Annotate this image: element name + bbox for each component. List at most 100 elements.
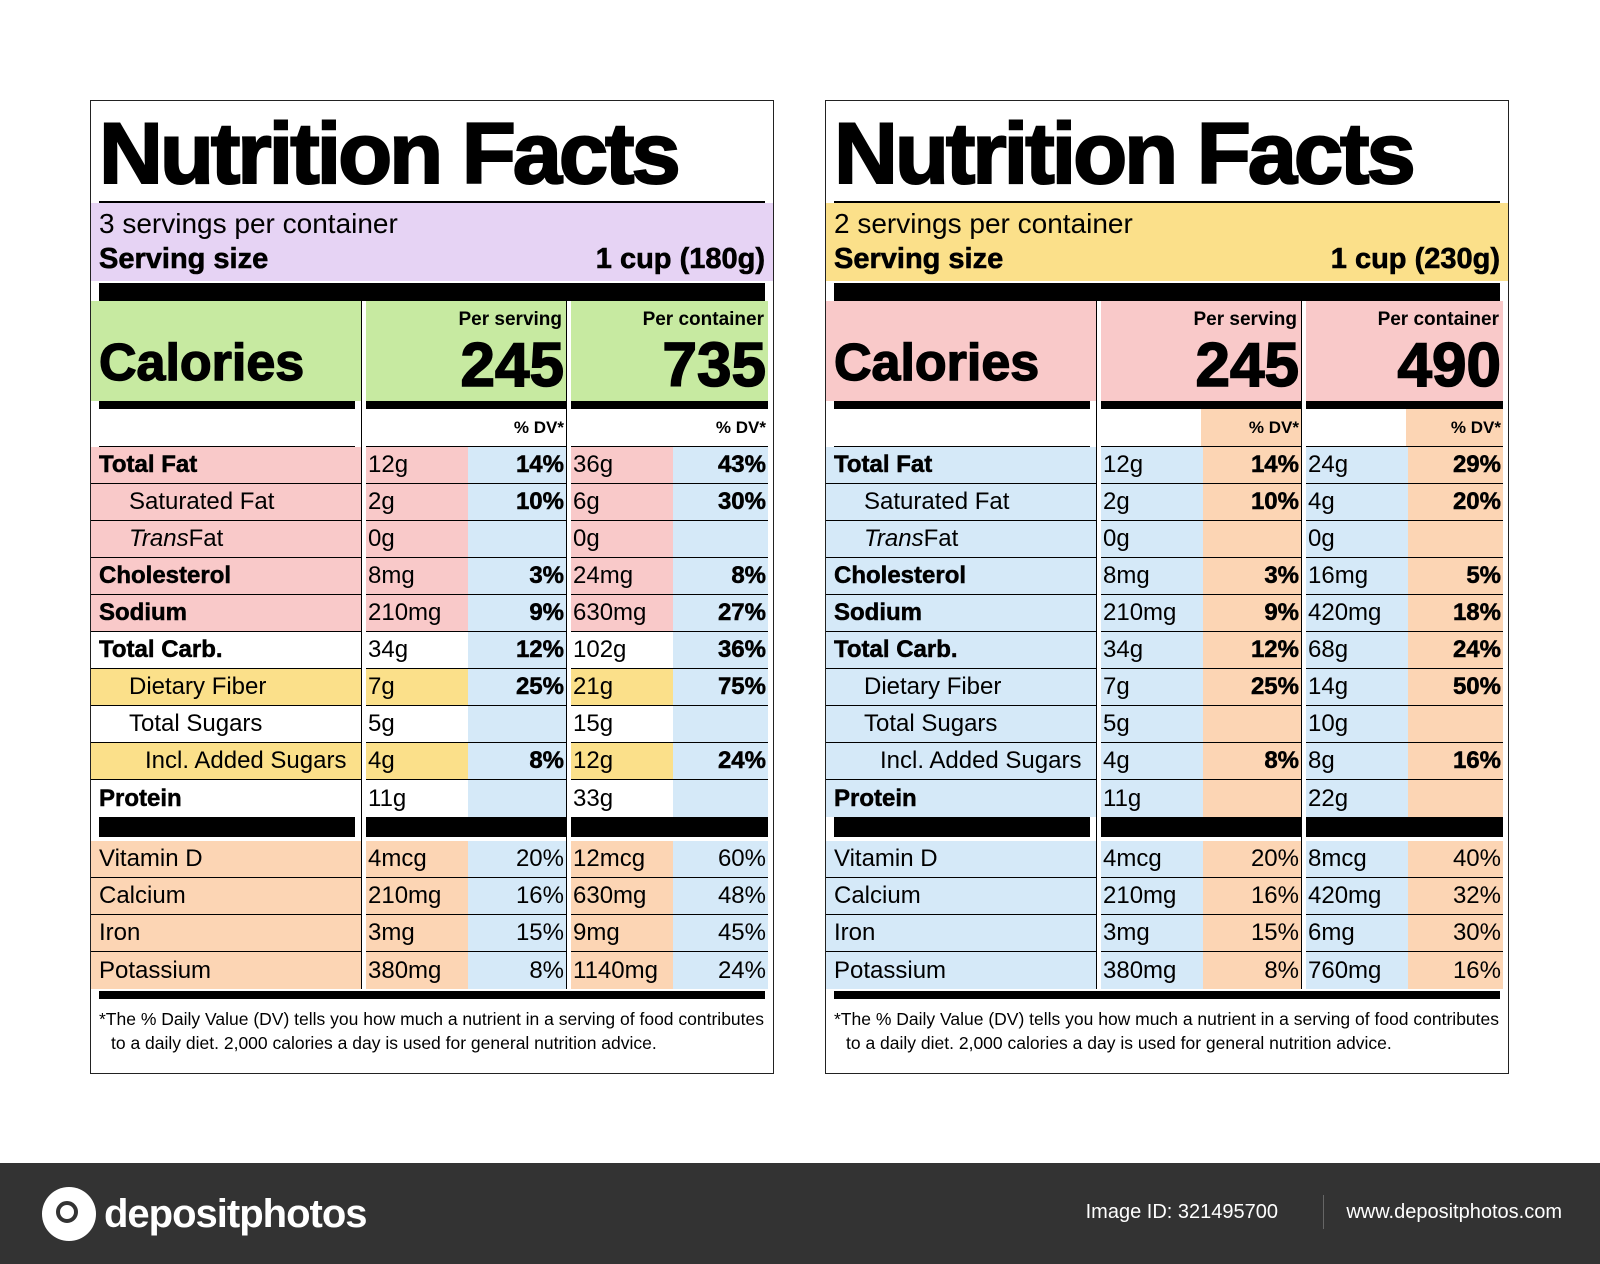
brand-logo[interactable]: depositphotos <box>42 1187 368 1241</box>
nutrient-value-cell: 0g <box>1306 521 1503 558</box>
divider <box>834 201 1500 203</box>
nutrient-row: Trans Fat <box>91 521 361 558</box>
amount: 420mg <box>1306 595 1408 631</box>
nutrient-value-cell: 12g 14% <box>366 447 566 484</box>
amount: 5g <box>366 706 468 742</box>
vitamin-row: Calcium <box>91 878 361 915</box>
website-link[interactable]: www.depositphotos.com <box>1346 1201 1562 1223</box>
daily-value: 8% <box>673 558 768 594</box>
daily-value <box>468 780 566 817</box>
daily-value: 29% <box>1408 447 1503 483</box>
calories-per-serving: 245 <box>1195 331 1300 400</box>
nutrient-name: Total Fat <box>99 451 198 479</box>
amount: 420mg <box>1306 878 1408 914</box>
daily-value: 12% <box>1203 632 1301 668</box>
amount: 4mcg <box>366 841 468 877</box>
nutrient-name: Incl. Added Sugars <box>880 747 1082 774</box>
nutrient-row: Dietary Fiber <box>826 669 1096 706</box>
dv-header: % DV* <box>513 417 564 437</box>
amount: 68g <box>1306 632 1408 668</box>
calories-per-container: 735 <box>662 331 767 400</box>
vitamin-name: Potassium <box>834 956 947 984</box>
amount: 760mg <box>1306 952 1408 989</box>
nutrient-name-italic: Trans <box>864 525 924 552</box>
vitamin-row: Calcium <box>826 878 1096 915</box>
serving-info: 2 servings per container Serving size 1 c… <box>826 203 1508 281</box>
nutrient-row: Protein <box>826 780 1096 817</box>
daily-value: 9% <box>468 595 566 631</box>
daily-value: 16% <box>1408 952 1503 989</box>
nutrient-name: Incl. Added Sugars <box>145 747 347 774</box>
vitamin-row: Potassium <box>826 952 1096 989</box>
amount: 7g <box>366 669 468 705</box>
daily-value <box>1203 521 1301 557</box>
amount: 4g <box>1306 484 1408 520</box>
daily-value: 20% <box>1408 484 1503 520</box>
daily-value: 40% <box>1408 841 1503 877</box>
vitamin-value-cell: 12mcg 60% <box>571 841 768 878</box>
servings-per-container: 3 servings per container <box>99 208 398 239</box>
vitamin-value-cell: 760mg 16% <box>1306 952 1503 989</box>
vitamin-value-cell: 1140mg 24% <box>571 952 768 989</box>
nutrient-table: Calories Total Fat Saturated Fat Trans Fat… <box>826 301 1503 989</box>
vitamin-value-cell: 630mg 48% <box>571 878 768 915</box>
nutrient-value-cell: 7g 25% <box>366 669 566 706</box>
serving-header: Per serving <box>1193 309 1298 330</box>
nutrient-value-cell: 16mg 5% <box>1306 558 1503 595</box>
calories-per-container: 490 <box>1397 331 1502 400</box>
serving-size-value: 1 cup (180g) <box>595 243 765 276</box>
nutrient-value-cell: 4g 8% <box>366 743 566 780</box>
nutrient-name: Total Carb. <box>99 636 223 664</box>
amount: 630mg <box>571 878 673 914</box>
container-header: Per container <box>1377 309 1499 330</box>
nutrient-row: Cholesterol <box>91 558 361 595</box>
nutrient-value-cell: 8g 16% <box>1306 743 1503 780</box>
amount: 630mg <box>571 595 673 631</box>
nutrient-row: Total Sugars <box>826 706 1096 743</box>
amount: 1140mg <box>571 952 673 989</box>
daily-value: 32% <box>1408 878 1503 914</box>
nutrient-row: Trans Fat <box>826 521 1096 558</box>
daily-value: 45% <box>673 915 768 951</box>
daily-value: 60% <box>673 841 768 877</box>
dv-header: % DV* <box>715 417 766 437</box>
daily-value: 16% <box>1408 743 1503 779</box>
nutrient-value-cell: 2g 10% <box>366 484 566 521</box>
amount: 6mg <box>1306 915 1408 951</box>
nutrient-row: Protein <box>91 780 361 817</box>
nutrient-row: Total Carb. <box>826 632 1096 669</box>
label-title: Nutrition Facts <box>833 106 1417 202</box>
vitamin-row: Iron <box>91 915 361 952</box>
nutrient-row: Saturated Fat <box>91 484 361 521</box>
thick-divider <box>834 991 1500 999</box>
nutrient-value-cell: 5g <box>366 706 566 743</box>
amount: 0g <box>571 521 673 557</box>
amount: 14g <box>1306 669 1408 705</box>
vitamin-name: Vitamin D <box>834 845 938 872</box>
footnote: *The % Daily Value (DV) tells you how mu… <box>834 1009 1499 1053</box>
nutrient-value-cell: 24mg 8% <box>571 558 768 595</box>
nutrient-value-cell: 34g 12% <box>1101 632 1301 669</box>
nutrient-value-cell: 6g 30% <box>571 484 768 521</box>
amount: 12g <box>1101 447 1203 483</box>
nutrient-value-cell: 630mg 27% <box>571 595 768 632</box>
watermark-footer: depositphotos Image ID: 321495700 www.de… <box>0 1163 1600 1264</box>
nutrient-value-cell: 0g <box>571 521 768 558</box>
nutrient-name: Dietary Fiber <box>864 673 1002 700</box>
vitamin-value-cell: 380mg 8% <box>366 952 566 989</box>
daily-value: 12% <box>468 632 566 668</box>
daily-value: 25% <box>1203 669 1301 705</box>
nutrient-value-cell: 4g 20% <box>1306 484 1503 521</box>
amount: 5g <box>1101 706 1203 742</box>
nutrient-row: Saturated Fat <box>826 484 1096 521</box>
vitamin-row: Vitamin D <box>91 841 361 878</box>
daily-value: 14% <box>468 447 566 483</box>
amount: 2g <box>1101 484 1203 520</box>
vitamin-value-cell: 9mg 45% <box>571 915 768 952</box>
calories-label: Calories <box>98 333 305 392</box>
daily-value <box>1408 780 1503 817</box>
nutrient-name: Saturated Fat <box>129 488 275 515</box>
nutrient-row: Cholesterol <box>826 558 1096 595</box>
vitamin-name: Potassium <box>99 956 212 984</box>
nutrient-name: Saturated Fat <box>864 488 1010 515</box>
